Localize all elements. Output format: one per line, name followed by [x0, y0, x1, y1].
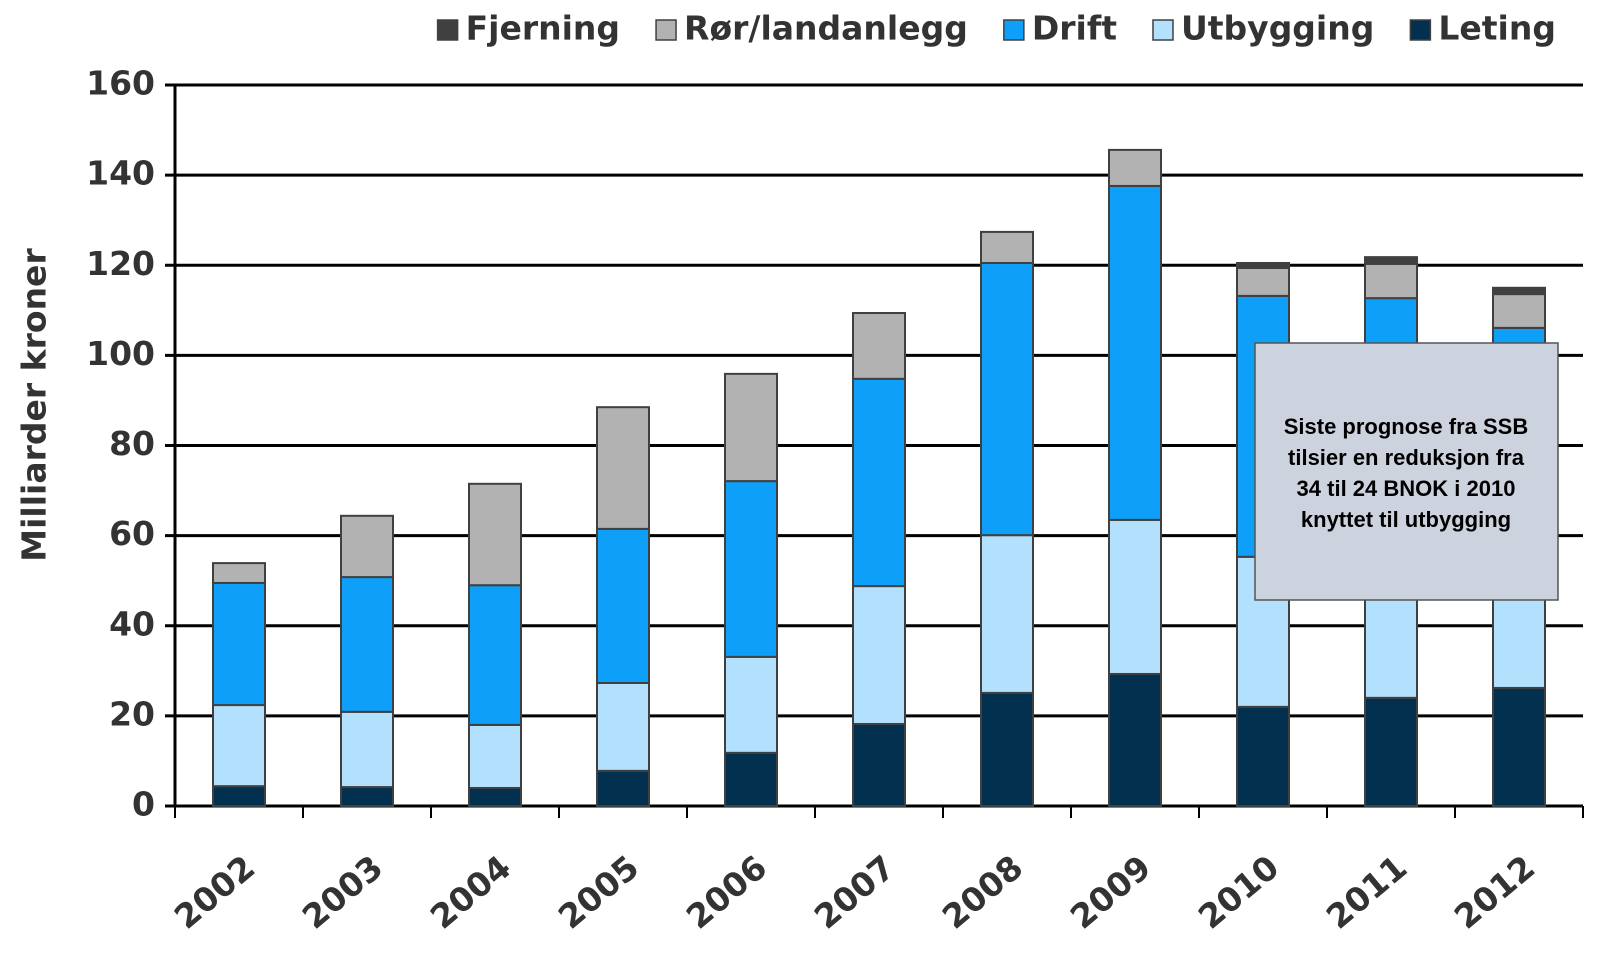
bar-segment [1236, 705, 1290, 807]
bar-segment [852, 312, 906, 380]
bar-segment [852, 722, 906, 808]
bar-segment [1108, 148, 1162, 187]
x-tick-label: 2004 [423, 848, 518, 937]
bar-segment [212, 785, 266, 807]
bar-segment [1108, 184, 1162, 521]
y-tick-label: 120 [86, 244, 155, 283]
legend-label: Rør/landanlegg [684, 9, 968, 48]
y-tick-label: 60 [109, 514, 155, 553]
bar-segment [724, 655, 778, 754]
bar-segment [980, 534, 1034, 694]
x-tick-label: 2012 [1447, 848, 1542, 937]
bar-segment [724, 480, 778, 658]
x-tick-label: 2011 [1319, 848, 1414, 937]
bar-segment [1364, 696, 1418, 807]
bar-segment [468, 723, 522, 789]
bar-segment [468, 584, 522, 726]
y-tick-label: 80 [109, 424, 155, 463]
bar-segment [596, 681, 650, 772]
legend-swatch [1152, 19, 1174, 41]
bar-segment [468, 482, 522, 587]
y-tick-label: 0 [132, 785, 155, 824]
x-tick-label: 2005 [551, 848, 646, 937]
bar-segment [212, 581, 266, 707]
x-tick-label: 2007 [807, 848, 902, 937]
annotation-text: tilsier en reduksjon fra [1288, 445, 1525, 470]
bar-segment [596, 769, 650, 808]
bar-segment [980, 691, 1034, 807]
y-tick-label: 140 [86, 154, 155, 193]
bar-segment [596, 406, 650, 530]
legend-swatch [655, 19, 677, 41]
bar-segment [340, 786, 394, 807]
bar-segment [340, 710, 394, 789]
bar-segment [724, 751, 778, 807]
bar-segment [724, 372, 778, 483]
x-tick-label: 2008 [935, 848, 1030, 937]
x-tick-label: 2003 [295, 848, 390, 937]
legend-label: Utbygging [1181, 9, 1374, 48]
y-axis-label: Milliarder kroner [15, 248, 54, 562]
bar-segment [1364, 256, 1418, 265]
bar-segment [980, 261, 1034, 537]
legend-swatch [436, 19, 459, 41]
bar-segment [1108, 672, 1162, 807]
y-tick-label: 40 [109, 604, 155, 643]
legend-label: Leting [1438, 9, 1556, 48]
bar-segment [1492, 286, 1546, 296]
y-tick-label: 100 [86, 334, 155, 373]
bar-segment [1364, 262, 1418, 300]
bar-segment [1236, 266, 1290, 297]
bar-segment [1236, 261, 1290, 269]
bar-segment [1108, 518, 1162, 675]
x-tick-label: 2009 [1063, 848, 1158, 937]
legend-swatch [1003, 19, 1025, 41]
y-tick-label: 20 [109, 694, 155, 733]
y-tick-label: 160 [86, 64, 155, 103]
bar-segment [468, 786, 522, 807]
bar-segment [852, 585, 906, 725]
annotation-text: knyttet til utbygging [1301, 507, 1511, 532]
annotation-text: Siste prognose fra SSB [1284, 414, 1529, 439]
legend-label: Fjerning [466, 9, 620, 48]
bar-segment [852, 377, 906, 588]
x-tick-label: 2006 [679, 848, 774, 937]
bar-segment [212, 562, 266, 584]
annotation-text: 34 til 24 BNOK i 2010 [1297, 476, 1516, 501]
bar-segment [980, 230, 1034, 264]
bar-segment [596, 527, 650, 684]
annotation-box [1254, 342, 1559, 601]
x-tick-label: 2010 [1191, 848, 1286, 937]
bar-segment [1492, 686, 1546, 808]
x-tick-label: 2002 [167, 848, 262, 937]
bar-segment [340, 576, 394, 713]
legend-label: Drift [1032, 9, 1117, 48]
bar-segment [340, 514, 394, 579]
bar-segment [1492, 293, 1546, 329]
legend-swatch [1409, 19, 1432, 41]
bar-segment [212, 704, 266, 788]
